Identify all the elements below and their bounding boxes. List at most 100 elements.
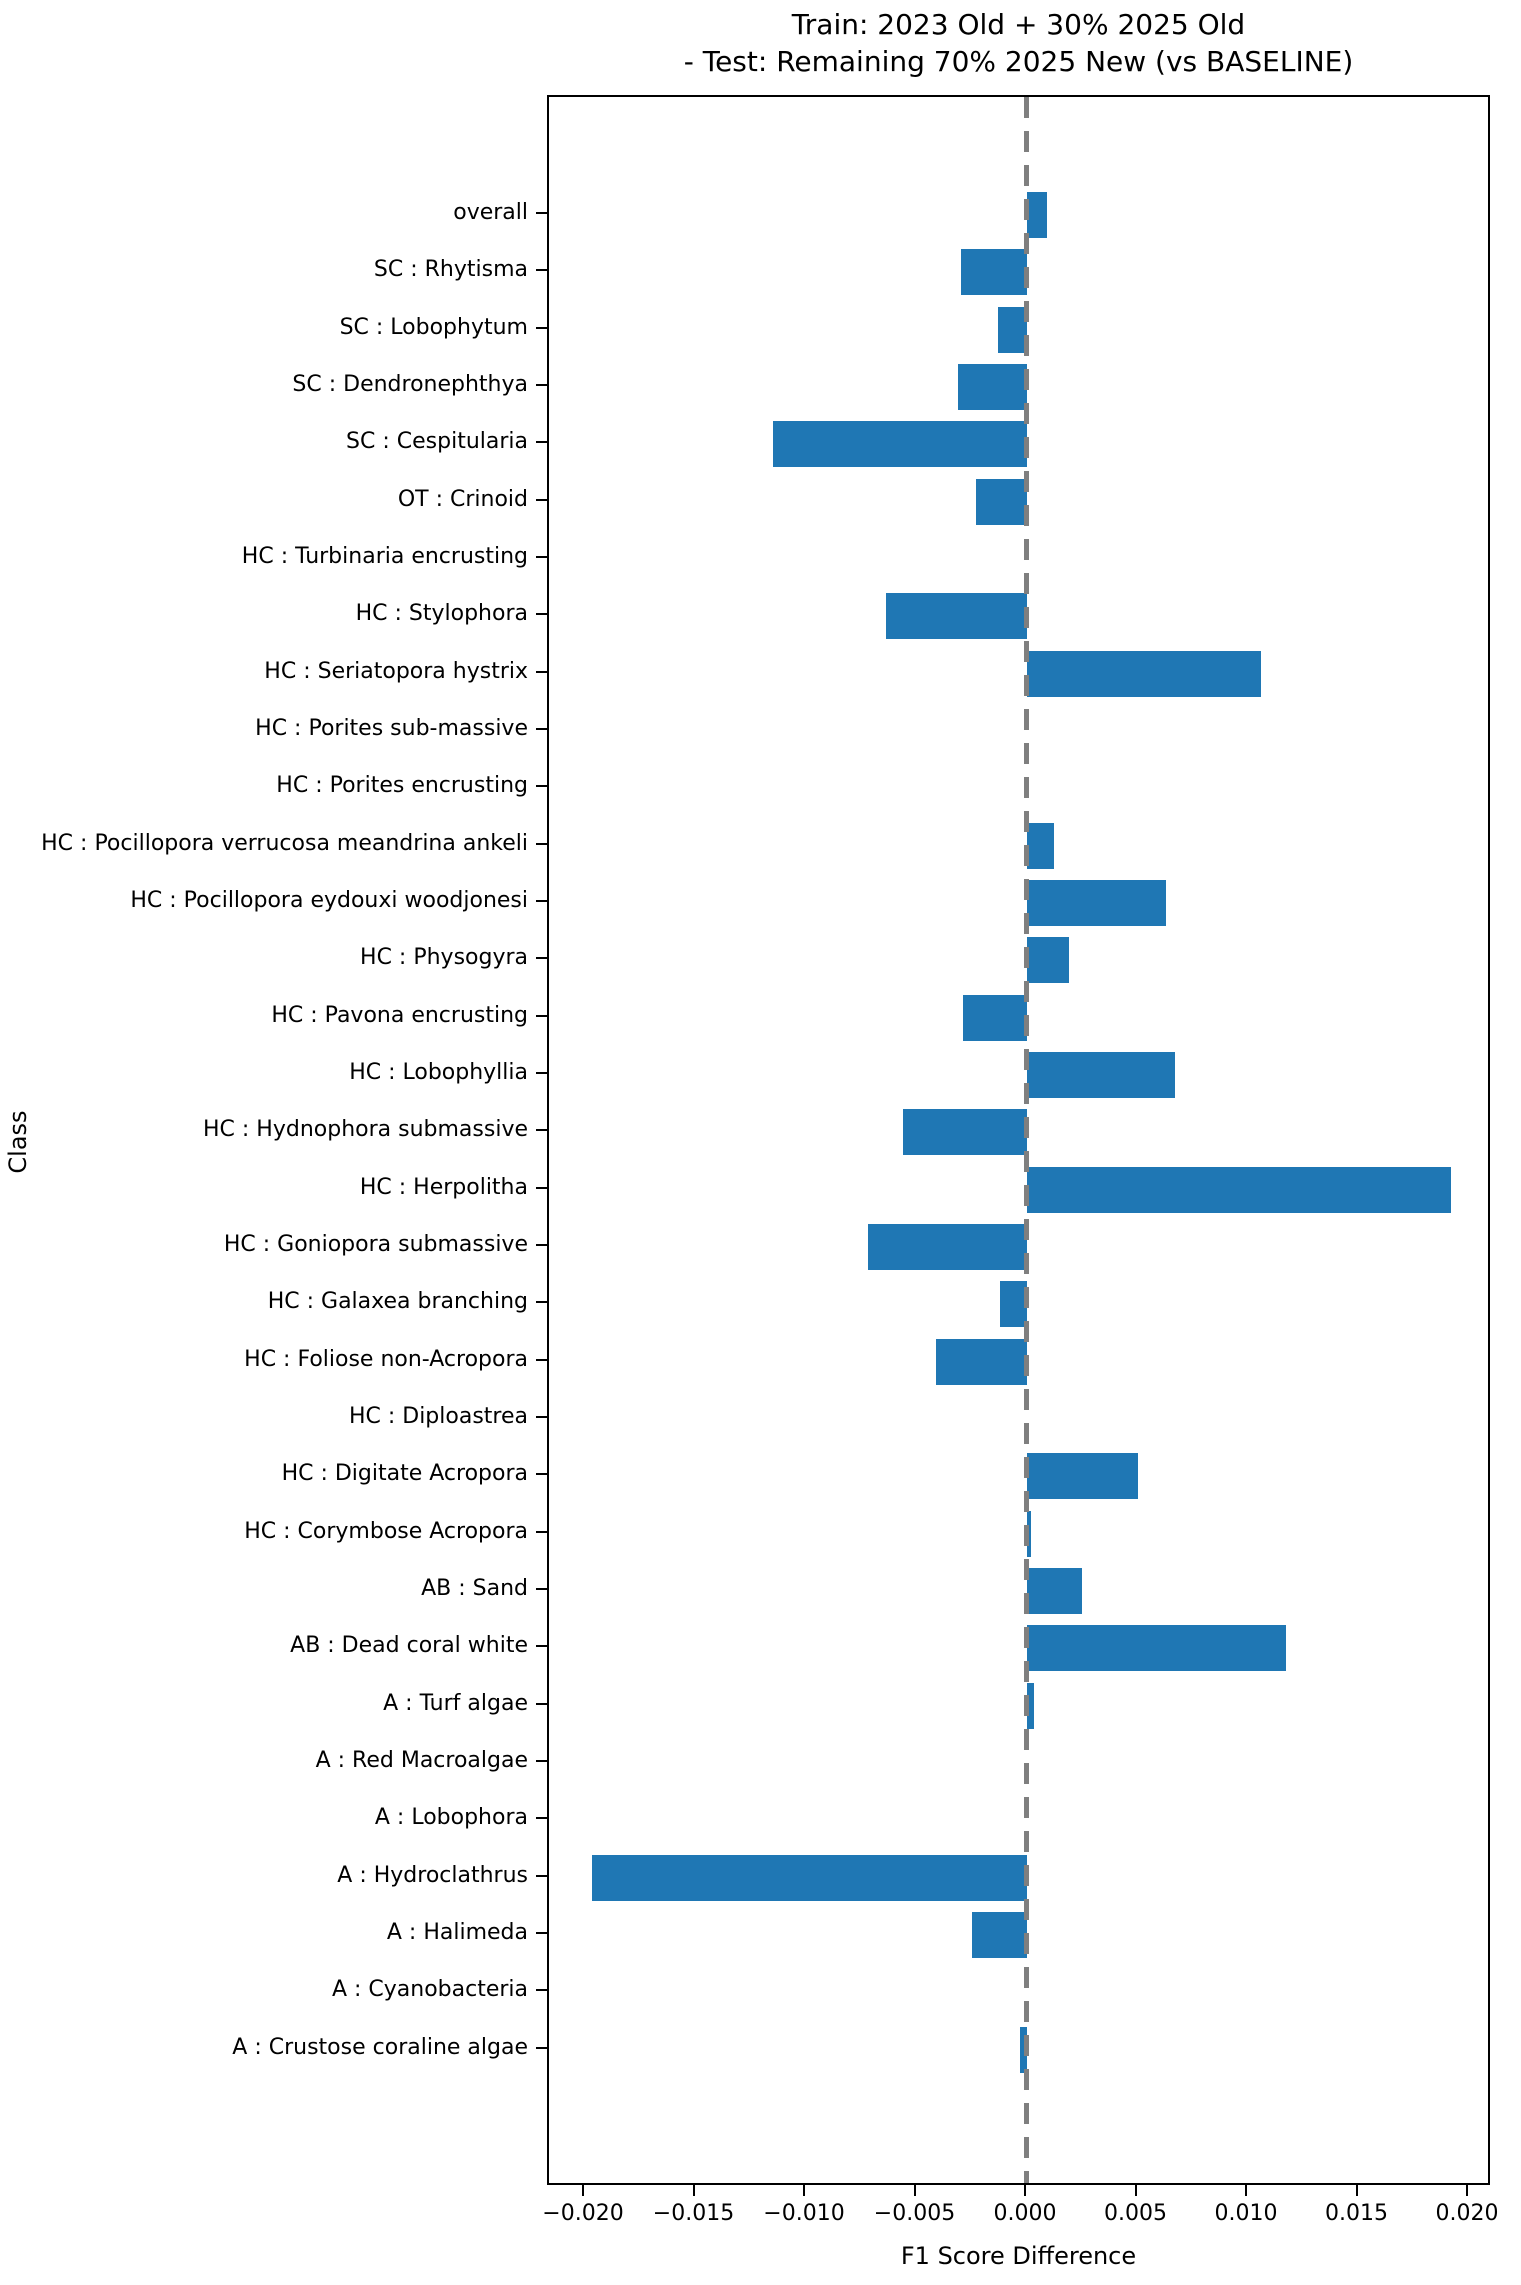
bar xyxy=(1027,937,1069,984)
y-tick-label: HC : Stylophora xyxy=(355,601,528,627)
bar xyxy=(936,1338,1027,1385)
x-tick-label: 0.015 xyxy=(1325,2201,1388,2226)
y-tick-label: HC : Herpolitha xyxy=(359,1174,528,1200)
y-tick-mark xyxy=(536,1473,547,1476)
y-tick-label: AB : Dead coral white xyxy=(290,1633,528,1659)
x-tick-label: 0.010 xyxy=(1214,2201,1278,2226)
y-tick-label: SC : Rhytisma xyxy=(373,257,528,283)
x-tick-mark xyxy=(582,2185,584,2196)
zero-baseline-dashed-line xyxy=(1024,97,1029,2183)
x-tick-mark xyxy=(1466,2185,1468,2196)
bar xyxy=(960,249,1027,296)
y-tick-label: HC : Pocillopora verrucosa meandrina ank… xyxy=(41,830,528,856)
y-tick-mark xyxy=(536,1587,547,1590)
y-tick-mark xyxy=(536,1931,547,1934)
y-tick-label: HC : Physogyra xyxy=(360,945,528,971)
y-tick-mark xyxy=(536,1129,547,1132)
bar xyxy=(1027,1453,1138,1500)
y-tick-mark xyxy=(536,555,547,558)
bar xyxy=(971,1911,1027,1958)
y-tick-label: A : Halimeda xyxy=(386,1919,528,1945)
y-tick-label: HC : Seriatopora hystrix xyxy=(264,658,528,684)
y-tick-mark xyxy=(536,326,547,329)
y-tick-label: SC : Dendronephthya xyxy=(292,371,528,397)
chart-title-line1: Train: 2023 Old + 30% 2025 Old xyxy=(791,8,1246,41)
x-tick-mark xyxy=(913,2185,916,2196)
y-tick-label: OT : Crinoid xyxy=(397,486,528,512)
bar xyxy=(1027,1166,1452,1213)
bar xyxy=(958,363,1027,410)
y-tick-mark xyxy=(536,613,547,616)
y-tick-label: HC : Turbinaria encrusting xyxy=(241,543,528,569)
x-tick-label: −0.005 xyxy=(873,2201,956,2226)
y-tick-mark xyxy=(536,785,547,788)
x-tick-label: −0.020 xyxy=(542,2201,624,2226)
y-tick-mark xyxy=(536,1874,547,1877)
bar xyxy=(1027,1510,1032,1557)
y-tick-label: HC : Pavona encrusting xyxy=(271,1002,528,1028)
plot-area xyxy=(547,95,1490,2185)
bar xyxy=(1027,1567,1083,1614)
y-tick-mark xyxy=(536,1530,547,1533)
bar xyxy=(903,1109,1027,1156)
y-tick-mark xyxy=(536,1817,547,1820)
y-tick-label: HC : Diploastrea xyxy=(348,1403,528,1429)
x-tick-mark xyxy=(1024,2185,1026,2196)
y-tick-mark xyxy=(536,1358,547,1361)
bar xyxy=(1027,1625,1286,1672)
x-tick-label: 0.020 xyxy=(1435,2201,1499,2226)
chart-title-line2: - Test: Remaining 70% 2025 New (vs BASEL… xyxy=(683,45,1354,78)
y-tick-label: SC : Lobophytum xyxy=(339,314,528,340)
y-tick-label: AB : Sand xyxy=(421,1575,528,1601)
bar xyxy=(1020,2026,1027,2073)
bar xyxy=(976,478,1027,525)
bar xyxy=(1027,822,1054,869)
bar xyxy=(772,421,1027,468)
y-tick-label: HC : Digitate Acropora xyxy=(281,1461,528,1487)
bar xyxy=(1027,1682,1034,1729)
y-tick-label: SC : Cespitularia xyxy=(346,429,528,455)
y-tick-label: HC : Goniopora submassive xyxy=(223,1231,528,1257)
y-tick-label: A : Crustose coraline algae xyxy=(232,2034,528,2060)
y-tick-mark xyxy=(536,383,547,386)
x-axis-label: F1 Score Difference xyxy=(900,2242,1137,2270)
y-tick-mark xyxy=(536,441,547,444)
y-tick-mark xyxy=(536,1301,547,1304)
y-tick-mark xyxy=(536,212,547,214)
y-tick-mark xyxy=(536,1243,547,1246)
y-tick-mark xyxy=(536,2046,547,2049)
y-tick-label: HC : Hydnophora submassive xyxy=(203,1117,528,1143)
y-tick-label: HC : Porites encrusting xyxy=(276,773,528,799)
bar xyxy=(1027,879,1167,926)
x-tick-mark xyxy=(1245,2185,1247,2196)
y-tick-mark xyxy=(536,957,547,960)
y-tick-mark xyxy=(536,1071,547,1074)
y-tick-mark xyxy=(536,498,547,501)
bar xyxy=(962,994,1027,1041)
y-tick-label: A : Lobophora xyxy=(374,1805,528,1831)
y-tick-mark xyxy=(536,1415,547,1418)
x-tick-mark xyxy=(803,2185,805,2196)
y-tick-mark xyxy=(536,1186,547,1189)
bar xyxy=(1000,1281,1027,1328)
y-tick-label: HC : Corymbose Acropora xyxy=(244,1518,528,1544)
y-tick-label: A : Turf algae xyxy=(383,1690,528,1716)
y-tick-label: HC : Porites sub-massive xyxy=(255,715,528,741)
bar xyxy=(998,306,1027,353)
y-tick-label: A : Cyanobacteria xyxy=(331,1977,528,2003)
x-tick-label: 0.005 xyxy=(1104,2201,1167,2226)
y-tick-mark xyxy=(536,727,547,730)
bar xyxy=(885,593,1027,640)
x-tick-label: 0.000 xyxy=(993,2201,1057,2226)
y-tick-label: A : Hydroclathrus xyxy=(337,1862,528,1888)
bar xyxy=(1027,650,1262,697)
y-tick-label: HC : Foliose non-Acropora xyxy=(244,1346,528,1372)
y-tick-mark xyxy=(536,842,547,845)
y-tick-label: A : Red Macroalgae xyxy=(315,1747,528,1773)
bar xyxy=(867,1223,1027,1270)
bar xyxy=(1027,1051,1176,1098)
chart-title: Train: 2023 Old + 30% 2025 Old - Test: R… xyxy=(547,6,1490,80)
x-tick-mark xyxy=(1134,2185,1137,2196)
bar xyxy=(591,1854,1027,1901)
y-tick-mark xyxy=(536,1989,547,1992)
